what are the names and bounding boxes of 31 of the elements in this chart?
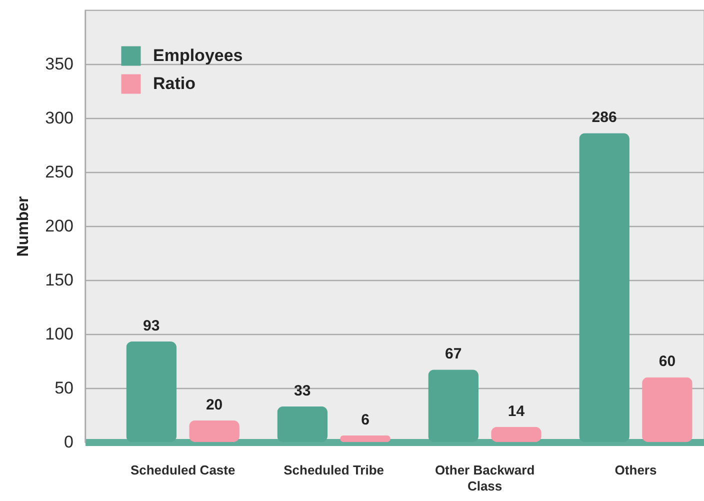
- x-tick-label: Scheduled Caste: [130, 462, 236, 478]
- x-tick-label: Scheduled Tribe: [284, 462, 384, 478]
- x-tick-label: Others: [614, 462, 657, 478]
- bar: [126, 342, 177, 442]
- data-label: 67: [444, 346, 462, 363]
- bar: [579, 133, 630, 442]
- data-label: 286: [592, 109, 617, 126]
- legend-label: Ratio: [153, 74, 196, 93]
- y-tick-label: 0: [64, 432, 74, 452]
- y-tick-label: 150: [45, 270, 74, 290]
- y-tick-label: 350: [45, 54, 74, 74]
- x-tick-label: Other Backward Class: [434, 462, 535, 494]
- data-label: 6: [361, 412, 370, 429]
- y-tick-label: 100: [45, 324, 74, 344]
- bar: [340, 436, 390, 442]
- y-tick-label: 50: [54, 378, 74, 398]
- data-label: 20: [206, 396, 223, 414]
- y-axis-title: Number: [15, 196, 32, 257]
- legend-label: Employees: [153, 46, 243, 65]
- data-label: 14: [508, 402, 526, 420]
- bar: [642, 377, 692, 442]
- y-tick-label: 300: [45, 108, 74, 128]
- bar: [491, 426, 542, 442]
- y-tick-label: 200: [45, 216, 74, 236]
- y-tick-label: 250: [45, 162, 74, 182]
- bar: [428, 370, 478, 442]
- data-label: 60: [658, 353, 676, 370]
- bar: [189, 420, 240, 442]
- data-label: 33: [294, 382, 311, 400]
- data-label: 93: [143, 318, 160, 335]
- bar: [277, 406, 328, 442]
